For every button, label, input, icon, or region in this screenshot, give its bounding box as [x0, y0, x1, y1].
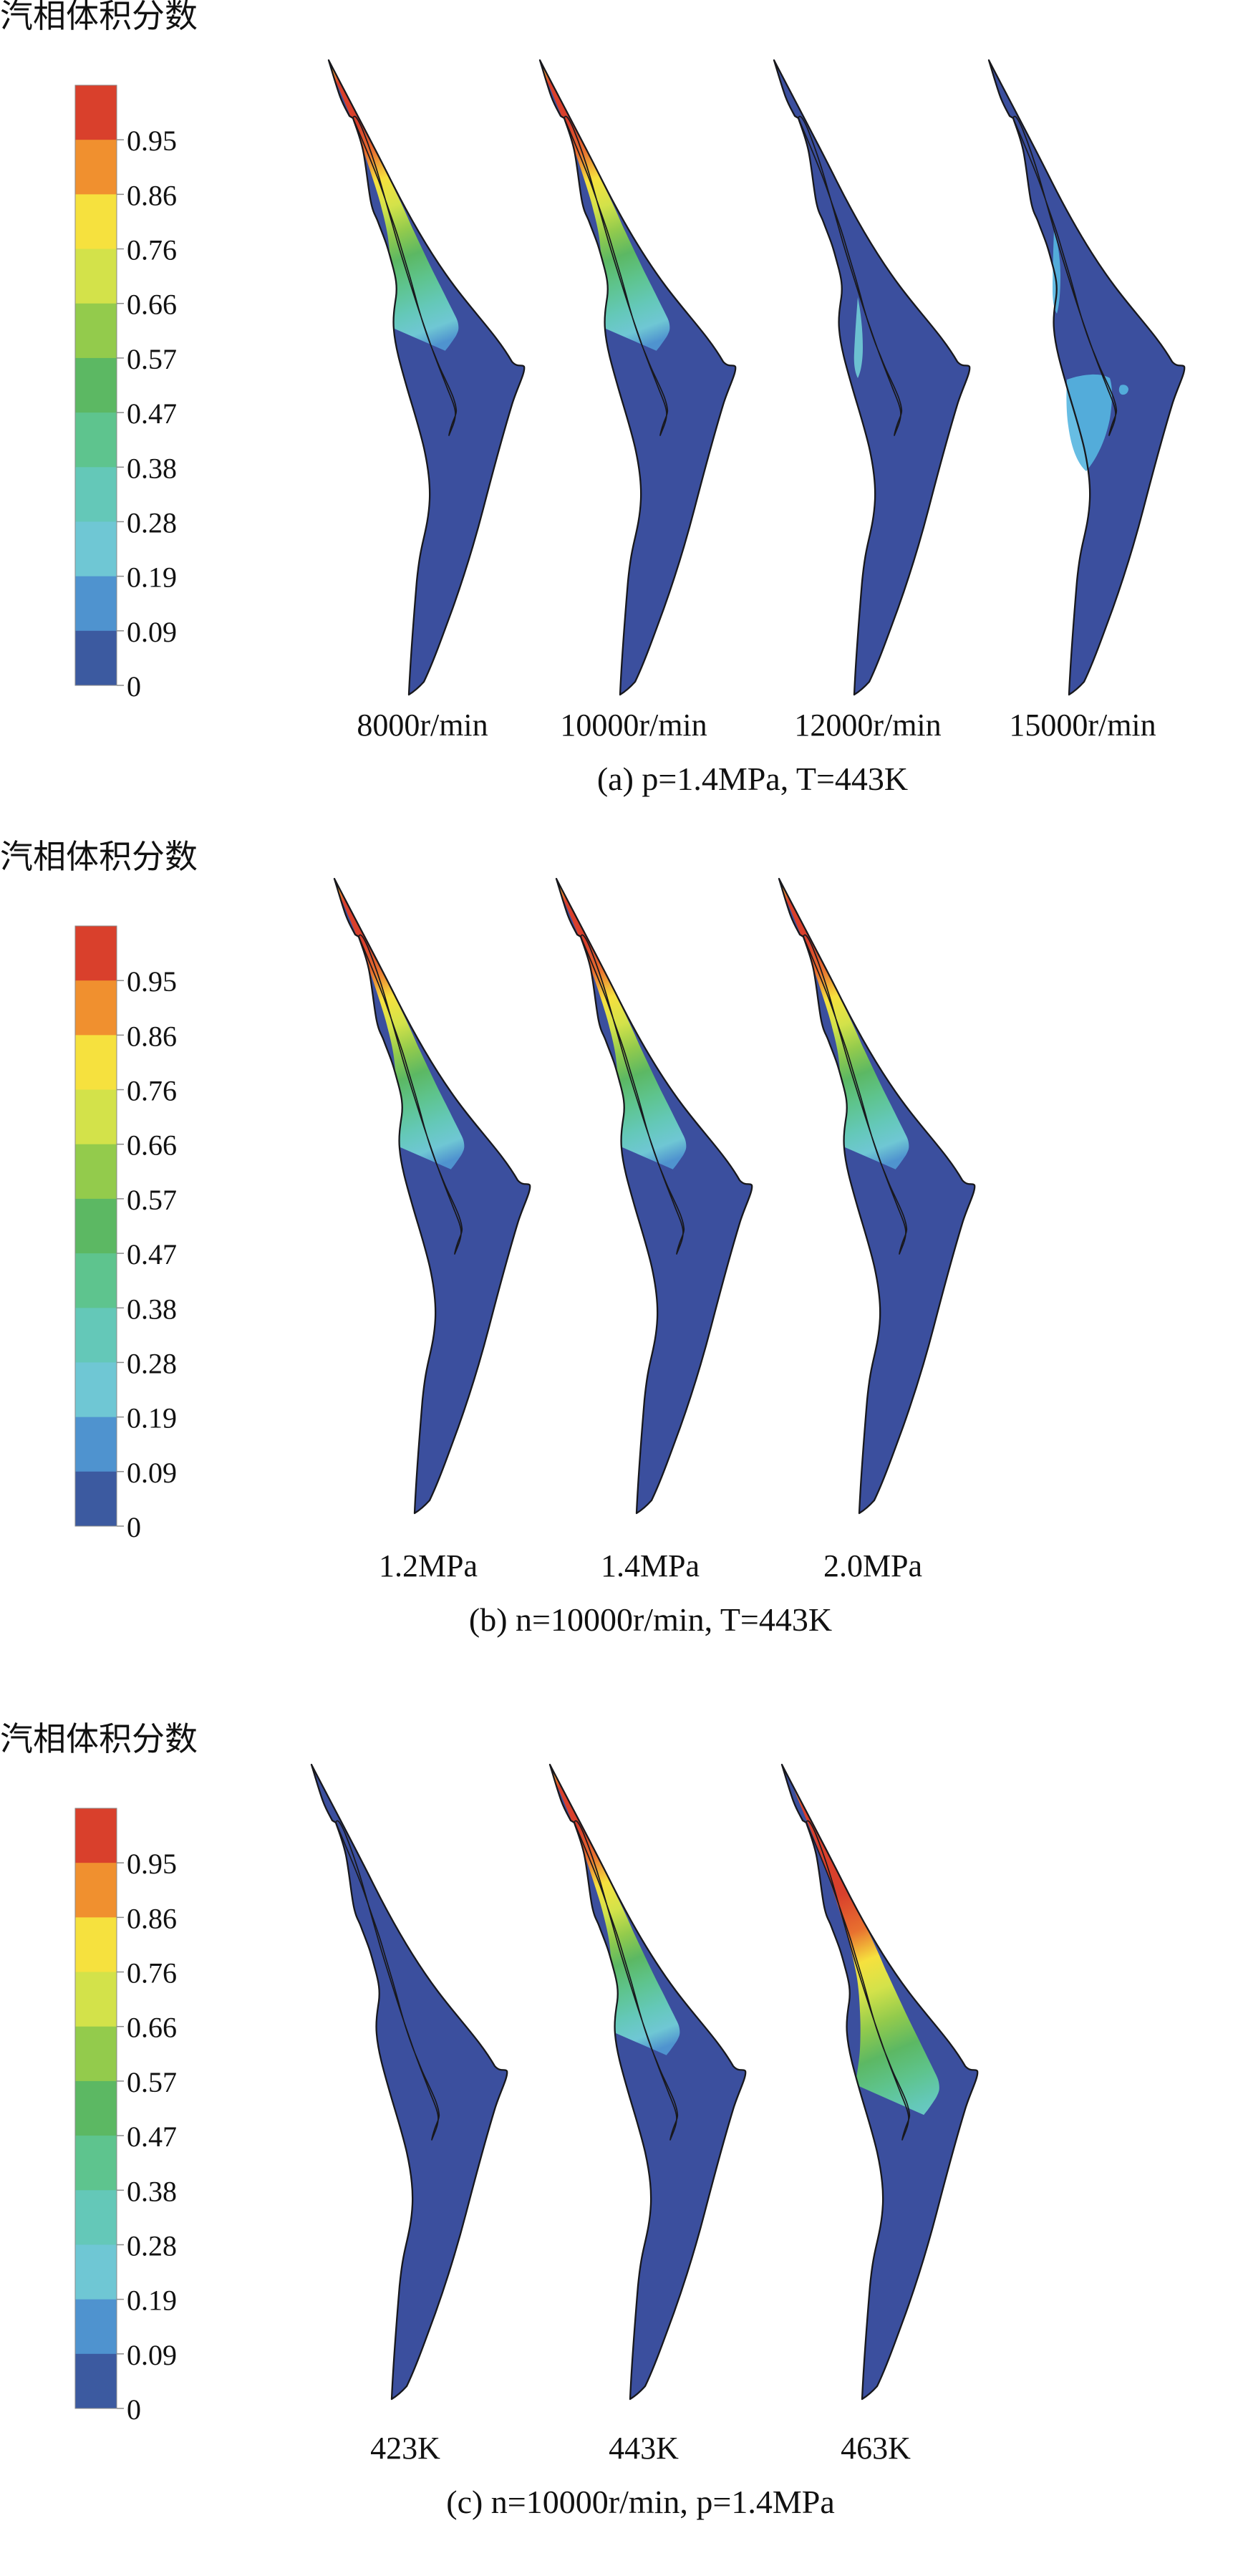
svg-text:10000r/min: 10000r/min: [560, 708, 707, 743]
svg-text:0.28: 0.28: [127, 2229, 177, 2262]
svg-text:0.19: 0.19: [127, 2285, 177, 2317]
svg-text:0.57: 0.57: [127, 1184, 177, 1216]
svg-text:(b) n=10000r/min, T=443K: (b) n=10000r/min, T=443K: [469, 1601, 832, 1638]
svg-text:15000r/min: 15000r/min: [1009, 708, 1156, 743]
svg-text:0.66: 0.66: [127, 2012, 177, 2044]
svg-text:(c) n=10000r/min, p=1.4MPa: (c) n=10000r/min, p=1.4MPa: [446, 2484, 835, 2520]
svg-text:0.76: 0.76: [127, 234, 177, 266]
svg-text:1.2MPa: 1.2MPa: [379, 1548, 478, 1583]
svg-text:0.28: 0.28: [127, 1347, 177, 1379]
svg-text:0.28: 0.28: [127, 506, 177, 539]
svg-text:0.47: 0.47: [127, 2121, 177, 2153]
svg-text:0.47: 0.47: [127, 1238, 177, 1270]
svg-text:0: 0: [127, 1511, 141, 1543]
svg-text:423K: 423K: [370, 2431, 440, 2466]
svg-text:0.57: 0.57: [127, 343, 177, 375]
svg-text:0.76: 0.76: [127, 1075, 177, 1107]
svg-text:0: 0: [127, 670, 141, 703]
svg-text:汽相体积分数: 汽相体积分数: [0, 1721, 198, 1757]
svg-text:2.0MPa: 2.0MPa: [823, 1548, 922, 1583]
svg-text:0.19: 0.19: [127, 561, 177, 594]
svg-text:0.95: 0.95: [127, 1848, 177, 1880]
svg-text:汽相体积分数: 汽相体积分数: [0, 0, 198, 34]
svg-text:0.09: 0.09: [127, 616, 177, 648]
svg-text:0.95: 0.95: [127, 965, 177, 998]
svg-text:0.47: 0.47: [127, 397, 177, 430]
svg-text:0.95: 0.95: [127, 125, 177, 157]
svg-text:0.86: 0.86: [127, 1020, 177, 1052]
svg-text:(a) p=1.4MPa, T=443K: (a) p=1.4MPa, T=443K: [597, 761, 908, 797]
svg-text:0.76: 0.76: [127, 1957, 177, 1989]
svg-text:12000r/min: 12000r/min: [794, 708, 941, 743]
svg-text:0.38: 0.38: [127, 1293, 177, 1325]
svg-text:0.09: 0.09: [127, 2339, 177, 2371]
svg-text:0.38: 0.38: [127, 2175, 177, 2207]
svg-text:8000r/min: 8000r/min: [357, 708, 488, 743]
svg-text:443K: 443K: [609, 2431, 679, 2466]
svg-text:1.4MPa: 1.4MPa: [601, 1548, 700, 1583]
svg-text:0.66: 0.66: [127, 289, 177, 321]
svg-text:463K: 463K: [841, 2431, 911, 2466]
svg-text:0.86: 0.86: [127, 179, 177, 211]
svg-text:0.86: 0.86: [127, 1902, 177, 1934]
svg-text:0.19: 0.19: [127, 1402, 177, 1434]
svg-text:0.38: 0.38: [127, 452, 177, 484]
svg-text:0.57: 0.57: [127, 2066, 177, 2098]
svg-text:0.66: 0.66: [127, 1129, 177, 1162]
svg-text:0.09: 0.09: [127, 1457, 177, 1489]
svg-text:汽相体积分数: 汽相体积分数: [0, 839, 198, 875]
svg-text:0: 0: [127, 2393, 141, 2426]
